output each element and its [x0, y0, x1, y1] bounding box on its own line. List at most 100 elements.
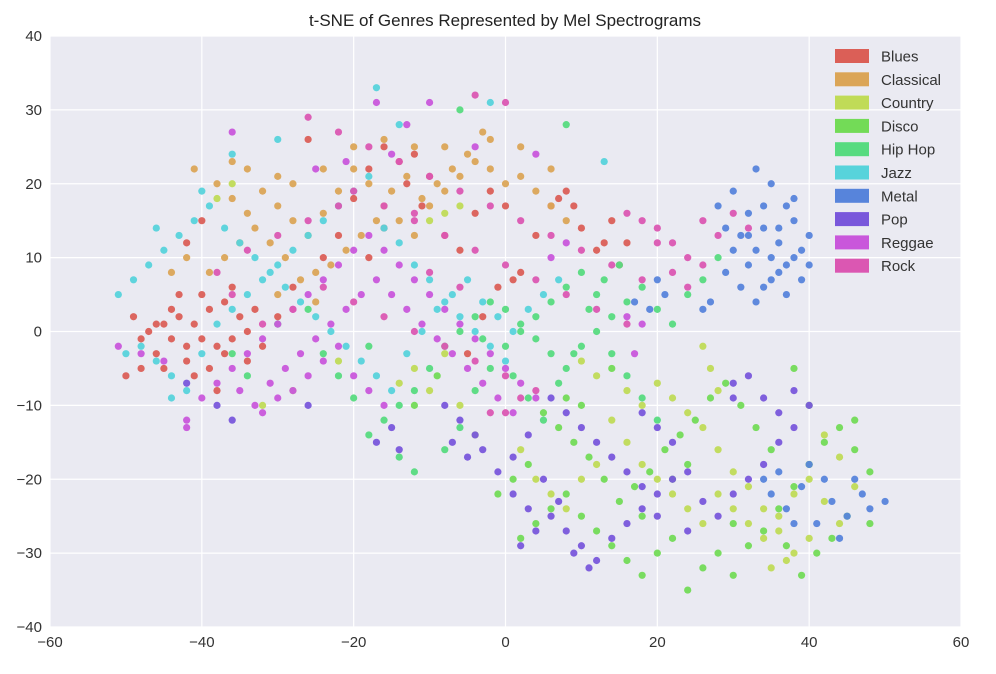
- point-metal: [881, 497, 889, 506]
- point-country: [668, 394, 677, 402]
- point-country: [532, 475, 540, 483]
- point-classical: [425, 202, 434, 210]
- point-rock: [304, 217, 312, 225]
- point-country: [425, 217, 434, 225]
- point-jazz: [403, 350, 411, 358]
- point-country: [805, 534, 813, 542]
- point-classical: [312, 268, 320, 276]
- point-classical: [228, 157, 236, 166]
- point-blues: [479, 313, 487, 321]
- point-jazz: [236, 239, 244, 247]
- point-hip-hop: [501, 342, 510, 350]
- point-hip-hop: [410, 468, 418, 476]
- point-country: [456, 401, 464, 409]
- point-hip-hop: [486, 364, 494, 373]
- point-jazz: [471, 327, 479, 336]
- scatter-points: [114, 84, 889, 594]
- point-classical: [327, 261, 335, 269]
- point-disco: [593, 527, 601, 535]
- point-pop: [479, 446, 487, 454]
- point-classical: [266, 239, 274, 247]
- point-country: [820, 497, 828, 506]
- point-pop: [547, 394, 555, 402]
- legend-label-country: Country: [881, 95, 934, 112]
- point-country: [547, 490, 555, 498]
- point-jazz: [289, 246, 297, 254]
- legend-label-metal: Metal: [881, 188, 918, 205]
- point-hip-hop: [684, 290, 692, 299]
- point-classical: [501, 180, 510, 188]
- point-pop: [524, 431, 532, 439]
- point-rock: [456, 187, 464, 195]
- point-pop: [494, 468, 502, 476]
- y-tick-label: 40: [25, 28, 42, 45]
- point-jazz: [274, 261, 282, 269]
- point-jazz: [251, 254, 259, 262]
- point-blues: [494, 283, 502, 291]
- point-reggae: [258, 409, 267, 417]
- point-reggae: [486, 350, 494, 358]
- point-blues: [167, 305, 176, 313]
- point-rock: [410, 217, 418, 225]
- point-blues: [593, 246, 601, 254]
- legend-label-pop: Pop: [881, 212, 908, 229]
- point-reggae: [183, 416, 191, 424]
- y-tick-label: 30: [25, 102, 42, 119]
- chart-title: t-SNE of Genres Represented by Mel Spect…: [309, 11, 701, 30]
- point-rock: [562, 290, 570, 299]
- point-pop: [532, 527, 540, 535]
- point-pop: [699, 497, 707, 506]
- point-pop: [805, 401, 813, 409]
- x-tick-label: −60: [37, 634, 62, 651]
- point-classical: [342, 246, 350, 254]
- point-disco: [790, 364, 798, 373]
- point-rock: [744, 224, 753, 232]
- legend-label-disco: Disco: [881, 118, 919, 135]
- point-rock: [380, 313, 388, 321]
- point-metal: [699, 305, 707, 313]
- point-disco: [494, 490, 502, 498]
- point-blues: [137, 335, 145, 343]
- point-disco: [623, 556, 631, 565]
- point-reggae: [441, 305, 449, 313]
- point-country: [653, 379, 661, 387]
- legend-swatch-hip-hop: [835, 142, 869, 157]
- point-metal: [820, 475, 828, 483]
- point-metal: [714, 202, 722, 210]
- point-blues: [213, 342, 221, 350]
- point-disco: [547, 505, 555, 513]
- point-disco: [691, 416, 699, 424]
- point-reggae: [304, 372, 312, 380]
- legend-label-blues: Blues: [881, 49, 919, 66]
- point-disco: [729, 571, 737, 579]
- point-country: [577, 357, 586, 365]
- point-country: [744, 519, 753, 528]
- point-reggae: [562, 239, 570, 247]
- point-blues: [403, 180, 411, 188]
- point-classical: [547, 202, 555, 210]
- legend-swatch-classical: [835, 72, 869, 87]
- point-blues: [175, 313, 183, 321]
- point-blues: [129, 313, 138, 321]
- point-classical: [395, 217, 403, 225]
- point-pop: [463, 453, 472, 461]
- point-reggae: [334, 342, 343, 350]
- point-metal: [767, 180, 775, 188]
- point-disco: [775, 505, 783, 513]
- x-axis-ticks: −60 −40 −20 0 20 40 60: [37, 634, 969, 651]
- point-classical: [243, 165, 251, 173]
- point-reggae: [274, 320, 282, 328]
- point-classical: [448, 165, 456, 173]
- point-reggae: [296, 350, 305, 358]
- point-hip-hop: [524, 394, 532, 402]
- point-country: [395, 379, 403, 387]
- point-jazz: [600, 157, 608, 166]
- point-jazz: [145, 261, 153, 269]
- legend-swatch-blues: [835, 49, 869, 63]
- point-classical: [517, 172, 525, 180]
- point-disco: [509, 475, 517, 483]
- point-blues: [365, 165, 373, 173]
- point-metal: [760, 283, 768, 291]
- point-blues: [532, 231, 540, 240]
- point-disco: [729, 519, 737, 528]
